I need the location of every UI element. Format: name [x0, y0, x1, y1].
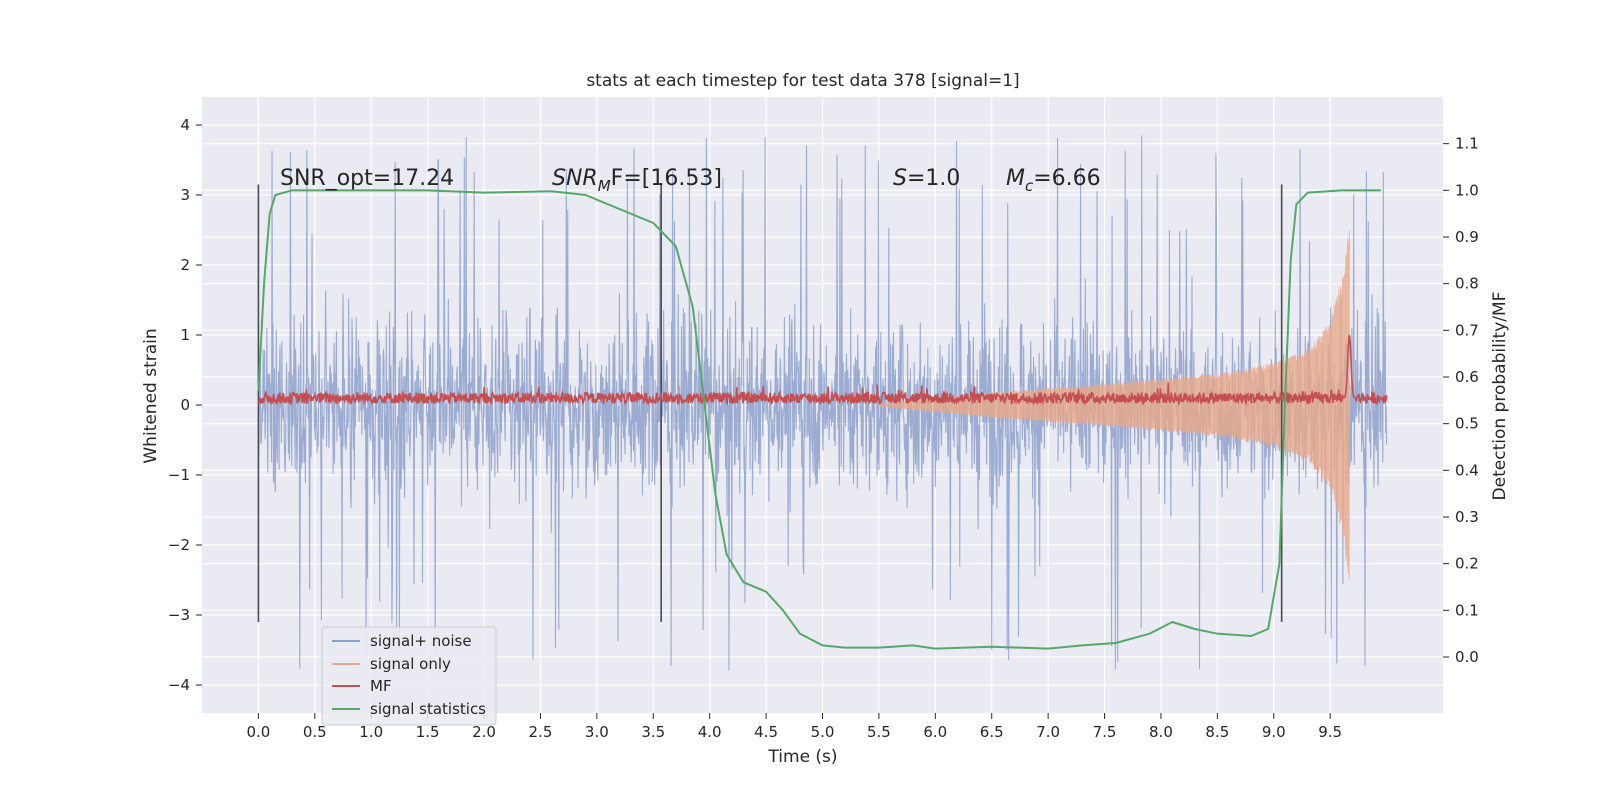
x-tick-label: 2.0: [472, 723, 496, 741]
y-right-tick-label: 1.0: [1455, 181, 1479, 199]
annotation-s: S=1.0: [893, 166, 960, 191]
y-right-tick-label: 0.6: [1455, 368, 1479, 386]
x-tick-label: 6.0: [923, 723, 947, 741]
y-tick-label: 3: [180, 186, 190, 204]
x-tick-label: 0.5: [303, 723, 327, 741]
x-tick-label: 6.5: [980, 723, 1004, 741]
y-right-tick-label: 0.4: [1455, 461, 1479, 479]
y-right-tick-label: 0.0: [1455, 648, 1479, 666]
legend: signal+ noise signal only MF signal stat…: [321, 626, 497, 726]
x-tick-label: 5.5: [867, 723, 891, 741]
x-tick-label: 7.5: [1093, 723, 1117, 741]
annotation-snr-opt: SNR_opt=17.24: [280, 166, 454, 191]
annotation-snr-mf: SNRMF=[16.53]: [552, 166, 722, 195]
y-tick-label: 4: [180, 116, 190, 134]
x-tick-label: 3.0: [585, 723, 609, 741]
legend-label-signal-statistics: signal statistics: [370, 700, 486, 718]
y-axis-label: Whitened strain: [141, 328, 161, 463]
x-tick-label: 7.0: [1036, 723, 1060, 741]
chart-title: stats at each timestep for test data 378…: [586, 71, 1019, 91]
y-right-tick-label: 0.5: [1455, 415, 1479, 433]
y-axis-right-label: Detection probability/MF: [1490, 292, 1510, 501]
y-tick-label: −4: [168, 676, 190, 694]
legend-label-signal-noise: signal+ noise: [370, 632, 472, 650]
y-right-tick-label: 1.1: [1455, 135, 1479, 153]
legend-box: [321, 626, 497, 726]
y-right-tick-label: 0.8: [1455, 275, 1479, 293]
y-tick-label: −2: [168, 536, 190, 554]
x-tick-label: 4.0: [698, 723, 722, 741]
x-tick-label: 2.5: [529, 723, 553, 741]
annotation-mc: Mc=6.66: [1006, 166, 1101, 195]
x-tick-label: 3.5: [641, 723, 665, 741]
y-right-tick-label: 0.9: [1455, 228, 1479, 246]
y-tick-label: −1: [168, 466, 190, 484]
y-axis-ticks: −4 −3 −2 −1 0 1 2 3 4: [168, 116, 202, 694]
x-tick-label: 1.5: [416, 723, 440, 741]
series-signal-statistics: [257, 189, 1381, 650]
x-tick-label: 8.0: [1149, 723, 1173, 741]
y-right-tick-label: 0.7: [1455, 321, 1479, 339]
y-tick-label: 1: [180, 326, 190, 344]
x-tick-label: 5.0: [811, 723, 835, 741]
y-tick-label: 0: [180, 396, 190, 414]
x-tick-label: 1.0: [359, 723, 383, 741]
x-tick-label: 8.5: [1205, 723, 1229, 741]
y-tick-label: −3: [168, 606, 190, 624]
x-axis-label: Time (s): [767, 747, 837, 767]
signal-statistics-line: [257, 189, 1381, 650]
x-tick-label: 0.0: [246, 723, 270, 741]
mf-line: [257, 334, 1388, 407]
legend-label-signal-only: signal only: [370, 655, 451, 673]
series-signal-only: [878, 230, 1350, 580]
y-right-tick-label: 0.1: [1455, 601, 1479, 619]
series-mf: [257, 334, 1388, 407]
y-right-tick-label: 0.2: [1455, 555, 1479, 573]
y-right-tick-label: 0.3: [1455, 508, 1479, 526]
signal-only-line: [878, 230, 1350, 580]
y-axis-right-ticks: 0.0 0.1 0.2 0.3 0.4 0.5 0.6 0.7 0.8 0.9 1.0 1.1: [1443, 135, 1479, 666]
x-axis-ticks: 0.0 0.5 1.0 1.5 2.0 2.5 3.0 3.5 4.0 4.5 5.0 5.5 6.0 6…: [246, 713, 1342, 741]
legend-label-mf: MF: [370, 677, 392, 695]
y-tick-label: 2: [180, 256, 190, 274]
x-tick-label: 9.0: [1262, 723, 1286, 741]
x-tick-label: 9.5: [1318, 723, 1342, 741]
x-tick-label: 4.5: [754, 723, 778, 741]
